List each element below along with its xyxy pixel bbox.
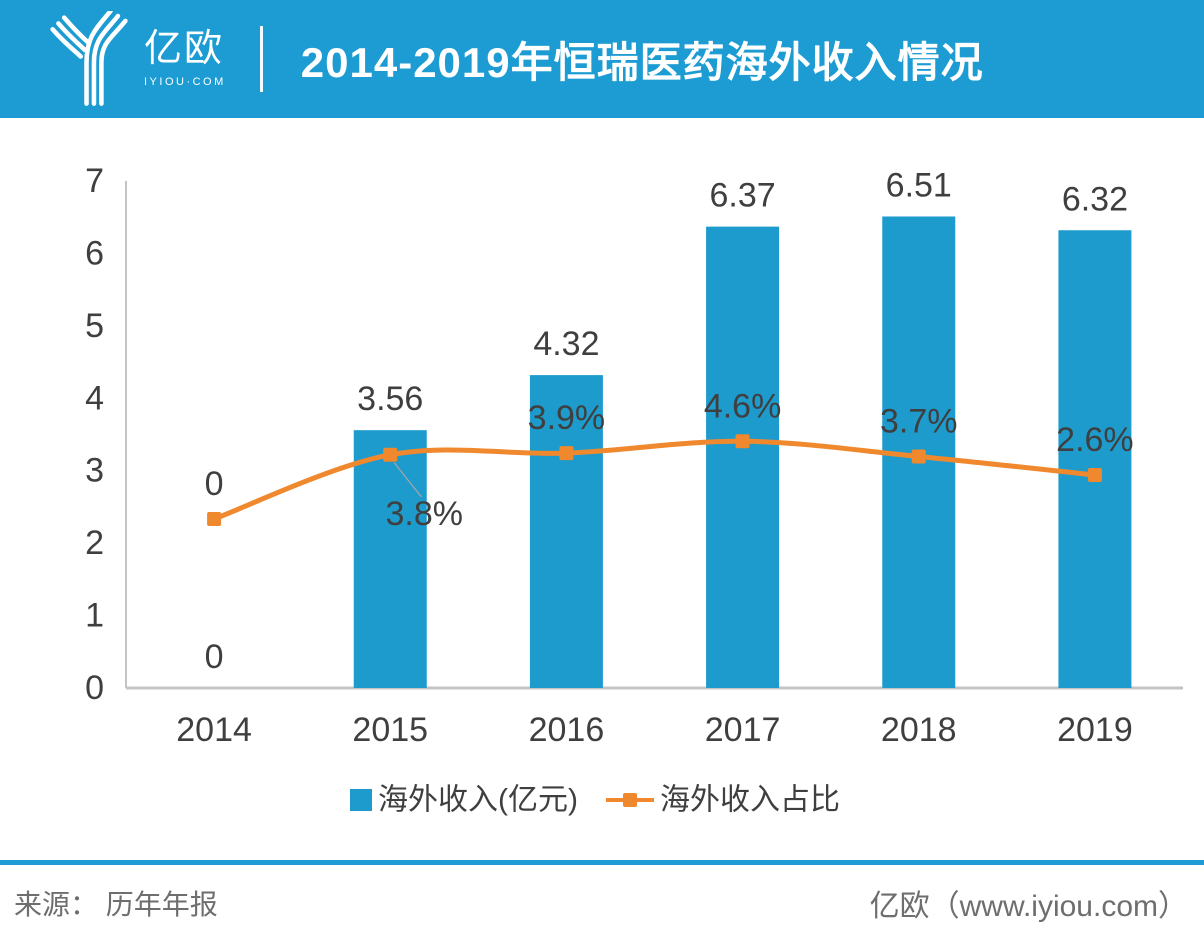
x-tick-label: 2015 [352,711,428,749]
bar-value-label: 6.37 [709,177,775,215]
y-tick-label: 6 [85,234,104,272]
y-tick-label: 2 [85,524,104,562]
bar-value-label: 6.32 [1062,180,1128,218]
line-value-label: 2.6% [1056,421,1134,459]
header-divider [259,26,263,92]
bar-line-chart: 0 1 2 3 4 5 6 7 2014 2015 2016 2017 2018 2019 0 3.56 4.3… [85,162,1183,817]
iyiou-logo: 亿欧 IYIOU·COM [46,11,226,107]
bar [1058,230,1132,688]
bar [529,375,603,688]
line-value-label: 4.6% [704,387,782,425]
footer-row: 来源： 历年年报 亿欧（www.iyiou.com） [0,865,1204,925]
logo-subtext: IYIOU·COM [144,75,226,88]
legend-bar-swatch [350,789,372,811]
logo-text: 亿欧 [144,28,225,71]
header-banner: 亿欧 IYIOU·COM 2014-2019年恒瑞医药海外收入情况 [0,0,1204,118]
x-tick-label: 2016 [529,711,605,749]
bar-value-label: 3.56 [357,380,423,418]
iyiou-logo-icon [50,11,128,106]
y-tick-label: 0 [85,669,104,707]
bar-value-label: 4.32 [533,325,599,363]
line-marker [559,446,574,461]
logo-text-block: 亿欧 IYIOU·COM [144,28,226,88]
line-value-label: 3.8% [386,495,464,533]
label-leader-line [393,462,422,498]
line-value-label: 3.7% [880,402,958,440]
bar-value-label: 6.51 [886,166,952,204]
bar [353,430,427,688]
line-value-label: 3.9% [528,399,606,437]
footer: 来源： 历年年报 亿欧（www.iyiou.com） [0,860,1204,940]
source-text: 来源： 历年年报 [14,889,218,920]
line-series [211,438,1098,522]
line-marker [383,447,398,462]
chart-title: 2014-2019年恒瑞医药海外收入情况 [300,38,984,86]
chart-area: 0 1 2 3 4 5 6 7 2014 2015 2016 2017 2018 2019 0 3.56 4.3… [0,118,1204,860]
x-tick-label: 2017 [705,711,781,749]
y-tick-label: 3 [85,452,104,490]
x-tick-label: 2014 [176,711,252,749]
legend-line-label: 海外收入占比 [660,784,840,817]
bar [706,226,780,688]
line-marker [735,434,750,449]
y-tick-label: 1 [85,597,104,635]
line-marker [207,512,222,526]
brand-text: 亿欧（www.iyiou.com） [869,890,1188,923]
bar-value-label: 0 [205,638,224,676]
line-marker [1087,468,1102,483]
x-tick-label: 2018 [881,711,957,749]
line-value-label: 0 [205,465,224,503]
x-tick-label: 2019 [1057,711,1133,749]
footer-divider [0,860,1204,865]
y-tick-label: 7 [85,162,104,200]
y-tick-label: 4 [85,379,104,417]
y-tick-label: 5 [85,307,104,345]
line-marker [911,449,926,464]
legend-bar-label: 海外收入(亿元) [378,784,578,817]
legend-line-marker [623,793,637,807]
